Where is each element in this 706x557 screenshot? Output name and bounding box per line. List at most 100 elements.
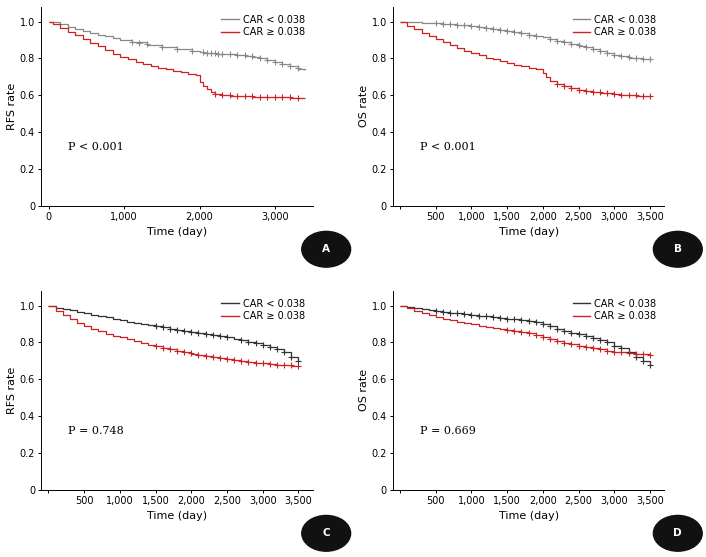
Point xyxy=(133,39,145,48)
Y-axis label: OS rate: OS rate xyxy=(359,369,369,412)
Point xyxy=(205,48,217,57)
Point xyxy=(616,348,627,357)
Point xyxy=(452,20,463,29)
Point xyxy=(473,311,484,320)
Point xyxy=(516,316,527,325)
Point xyxy=(437,307,448,316)
Point xyxy=(558,339,570,348)
Point xyxy=(164,345,176,354)
Point xyxy=(580,42,592,51)
Point xyxy=(516,29,527,38)
Point xyxy=(254,92,265,101)
Point xyxy=(269,57,280,66)
Point xyxy=(214,354,225,363)
Point xyxy=(645,350,656,359)
Point xyxy=(164,324,176,333)
Point xyxy=(293,361,304,370)
Point xyxy=(573,41,585,50)
Point xyxy=(638,54,649,63)
Text: P = 0.748: P = 0.748 xyxy=(68,426,124,436)
Point xyxy=(452,309,463,318)
Point xyxy=(638,350,649,359)
Legend: CAR < 0.038, CAR ≥ 0.038: CAR < 0.038, CAR ≥ 0.038 xyxy=(218,296,308,324)
Point xyxy=(501,314,513,323)
Point xyxy=(645,360,656,369)
Point xyxy=(609,347,620,356)
Point xyxy=(630,349,641,358)
Point xyxy=(224,50,235,58)
Point xyxy=(239,92,251,101)
Point xyxy=(508,327,520,336)
Point xyxy=(609,50,620,59)
Point xyxy=(587,344,599,353)
X-axis label: Time (day): Time (day) xyxy=(147,227,207,237)
Point xyxy=(537,320,549,329)
Point xyxy=(243,337,254,346)
Point xyxy=(250,358,261,367)
Point xyxy=(292,64,303,73)
Point xyxy=(292,93,303,102)
Point xyxy=(551,79,563,88)
Point xyxy=(594,335,606,344)
Point xyxy=(558,38,570,47)
Point xyxy=(186,328,197,336)
Point xyxy=(508,315,520,324)
Point xyxy=(638,356,649,365)
Point xyxy=(537,332,549,341)
Point xyxy=(430,19,441,28)
X-axis label: Time (day): Time (day) xyxy=(498,227,558,237)
Y-axis label: RFS rate: RFS rate xyxy=(7,367,17,414)
Point xyxy=(179,326,190,335)
Point xyxy=(157,323,168,332)
Point xyxy=(285,61,296,70)
Point xyxy=(523,30,534,39)
Point xyxy=(214,331,225,340)
Circle shape xyxy=(301,515,351,551)
Point xyxy=(217,50,228,58)
Point xyxy=(558,82,570,91)
Point xyxy=(213,49,224,58)
Point xyxy=(580,331,592,340)
Text: P < 0.001: P < 0.001 xyxy=(420,142,476,152)
Point xyxy=(221,333,232,341)
Point xyxy=(523,329,534,338)
Point xyxy=(487,312,498,321)
Point xyxy=(262,92,273,101)
Point xyxy=(254,54,265,63)
Point xyxy=(602,48,613,57)
Point xyxy=(580,343,592,351)
Point xyxy=(544,322,556,331)
Point xyxy=(232,50,243,59)
Point xyxy=(156,42,167,51)
Point xyxy=(186,349,197,358)
Point xyxy=(501,27,513,36)
Point xyxy=(466,310,477,319)
Point xyxy=(573,330,585,339)
Point xyxy=(466,21,477,30)
Point xyxy=(580,86,592,95)
Point xyxy=(501,326,513,335)
Point xyxy=(243,358,254,367)
Point xyxy=(150,322,161,331)
Circle shape xyxy=(653,515,702,551)
Point xyxy=(285,93,296,102)
Point xyxy=(232,91,243,100)
Point xyxy=(277,59,288,68)
Point xyxy=(566,328,577,337)
Text: P = 0.669: P = 0.669 xyxy=(420,426,476,436)
Point xyxy=(207,331,218,340)
Point xyxy=(566,84,577,92)
Point xyxy=(246,52,258,61)
Point xyxy=(193,350,204,359)
Point xyxy=(573,341,585,350)
Point xyxy=(602,89,613,97)
Point xyxy=(609,90,620,99)
Point xyxy=(530,330,542,339)
Point xyxy=(459,21,470,30)
Point xyxy=(257,340,268,349)
Point xyxy=(566,340,577,349)
Point xyxy=(566,40,577,48)
Point xyxy=(459,310,470,319)
Text: P < 0.001: P < 0.001 xyxy=(68,142,124,152)
Legend: CAR < 0.038, CAR ≥ 0.038: CAR < 0.038, CAR ≥ 0.038 xyxy=(218,12,308,40)
